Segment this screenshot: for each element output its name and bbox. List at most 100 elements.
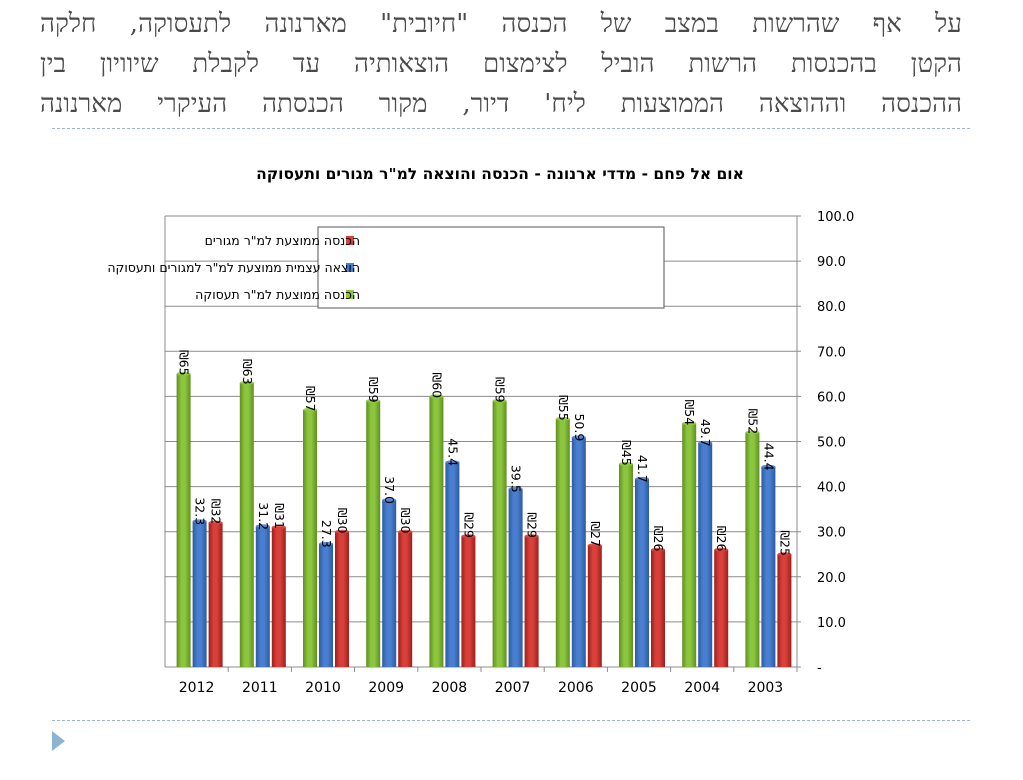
- bar-cap: [777, 552, 792, 557]
- bar: [192, 521, 207, 667]
- data-label: 32.3: [193, 497, 208, 525]
- bar-cap: [571, 435, 586, 440]
- data-label: ₪55: [556, 395, 571, 421]
- y-tick-label: 80.0: [817, 300, 846, 315]
- bar: [492, 400, 507, 667]
- bar-cap: [745, 430, 760, 435]
- data-label: 27.3: [319, 520, 334, 548]
- data-label: ₪59: [366, 377, 381, 403]
- x-tick-label: 2008: [432, 680, 468, 696]
- bar-cap: [319, 541, 333, 546]
- bar: [461, 536, 476, 667]
- bar: [761, 466, 776, 667]
- bar: [714, 549, 729, 667]
- bar: [777, 554, 792, 667]
- bar: [587, 545, 602, 667]
- bar: [255, 526, 270, 667]
- legend-swatch: [346, 290, 354, 299]
- bar: [366, 400, 381, 667]
- y-tick-label: 100.0: [817, 210, 854, 225]
- y-tick-label: 10.0: [817, 616, 846, 631]
- bar: [698, 442, 713, 667]
- data-label: ₪32: [209, 499, 224, 525]
- bar-cap: [335, 529, 349, 534]
- bar: [303, 409, 317, 667]
- bar-cap: [508, 486, 523, 491]
- bar: [635, 478, 649, 667]
- slide-title: על אף שהרשות במצב של הכנסה "חיובית" מארנ…: [40, 4, 962, 124]
- bar-cap: [303, 407, 317, 412]
- data-label: ₪52: [745, 408, 760, 434]
- bar-cap: [698, 440, 713, 445]
- data-label: ₪63: [240, 359, 255, 385]
- legend-swatch: [346, 236, 354, 245]
- x-tick-label: 2010: [305, 680, 341, 696]
- x-tick-label: 2006: [558, 680, 594, 696]
- bar: [429, 396, 444, 667]
- bar-cap: [492, 398, 507, 403]
- data-label: ₪27: [588, 521, 603, 547]
- data-label: ₪26: [714, 526, 729, 552]
- x-tick-label: 2011: [242, 680, 278, 696]
- bar-cap: [461, 534, 476, 539]
- x-tick-label: 2004: [684, 680, 720, 696]
- y-tick-label: 30.0: [817, 526, 846, 541]
- data-label: ₪29: [525, 512, 540, 538]
- bar-cap: [635, 476, 649, 481]
- data-label: ₪25: [777, 530, 792, 556]
- data-label: ₪54: [682, 399, 697, 425]
- slide-title-line: ההכנסה וההוצאה הממוצעות ליח' דיור, מקור …: [40, 89, 962, 119]
- bar: [208, 522, 223, 667]
- bar: [271, 527, 286, 667]
- bar: [335, 531, 349, 667]
- bar-cap: [445, 460, 460, 465]
- chart-title: אום אל פחם - מדדי ארנונה - הכנסה והוצאה …: [256, 165, 744, 183]
- bar-cap: [651, 547, 665, 552]
- bar-cap: [239, 380, 254, 385]
- data-label: 44.4: [761, 443, 776, 471]
- legend-box: [317, 226, 665, 309]
- bar-cap: [382, 498, 397, 503]
- bar-cap: [555, 416, 570, 421]
- bar-cap: [714, 547, 729, 552]
- bar-cap: [682, 421, 697, 426]
- legend-label: הוצאה עצמית ממוצעת למ"ר למגורים ותעסוקה: [107, 260, 360, 275]
- x-tick-label: 2007: [495, 680, 531, 696]
- legend-swatch: [346, 263, 354, 272]
- x-tick-label: 2012: [179, 680, 215, 696]
- bar: [382, 500, 397, 667]
- data-label: 31.2: [256, 502, 271, 530]
- bar: [571, 437, 586, 667]
- data-label: ₪30: [335, 508, 350, 534]
- bar: [176, 373, 191, 667]
- y-tick-label: -: [817, 661, 822, 676]
- bar-cap: [587, 543, 602, 548]
- x-tick-label: 2005: [621, 680, 657, 696]
- data-label: 37.0: [382, 476, 397, 504]
- x-tick-label: 2009: [368, 680, 404, 696]
- bar: [555, 418, 570, 667]
- data-label: ₪26: [651, 526, 666, 552]
- bar: [745, 432, 760, 667]
- bar: [398, 531, 413, 667]
- slide-title-line: הקטן בהכנסות הרשות הוביל לצימצום הוצאותי…: [40, 49, 962, 79]
- bar: [319, 543, 333, 667]
- data-label: 39.5: [509, 465, 524, 493]
- data-label: 41.7: [635, 455, 650, 483]
- legend-label: הכנסה ממוצעת למ"ר תעסוקה: [195, 287, 360, 302]
- bar: [445, 462, 460, 667]
- bar: [651, 549, 665, 667]
- data-label: 50.9: [572, 413, 587, 441]
- bar: [619, 464, 633, 667]
- data-label: ₪59: [493, 377, 508, 403]
- y-tick-label: 90.0: [817, 255, 846, 270]
- data-label: 49.7: [698, 419, 713, 447]
- bar: [682, 423, 697, 667]
- y-tick-label: 50.0: [817, 436, 846, 451]
- data-label: ₪65: [177, 350, 192, 376]
- bar-cap: [176, 371, 191, 376]
- y-tick-label: 70.0: [817, 345, 846, 360]
- y-tick-label: 20.0: [817, 571, 846, 586]
- data-label: ₪30: [398, 508, 413, 534]
